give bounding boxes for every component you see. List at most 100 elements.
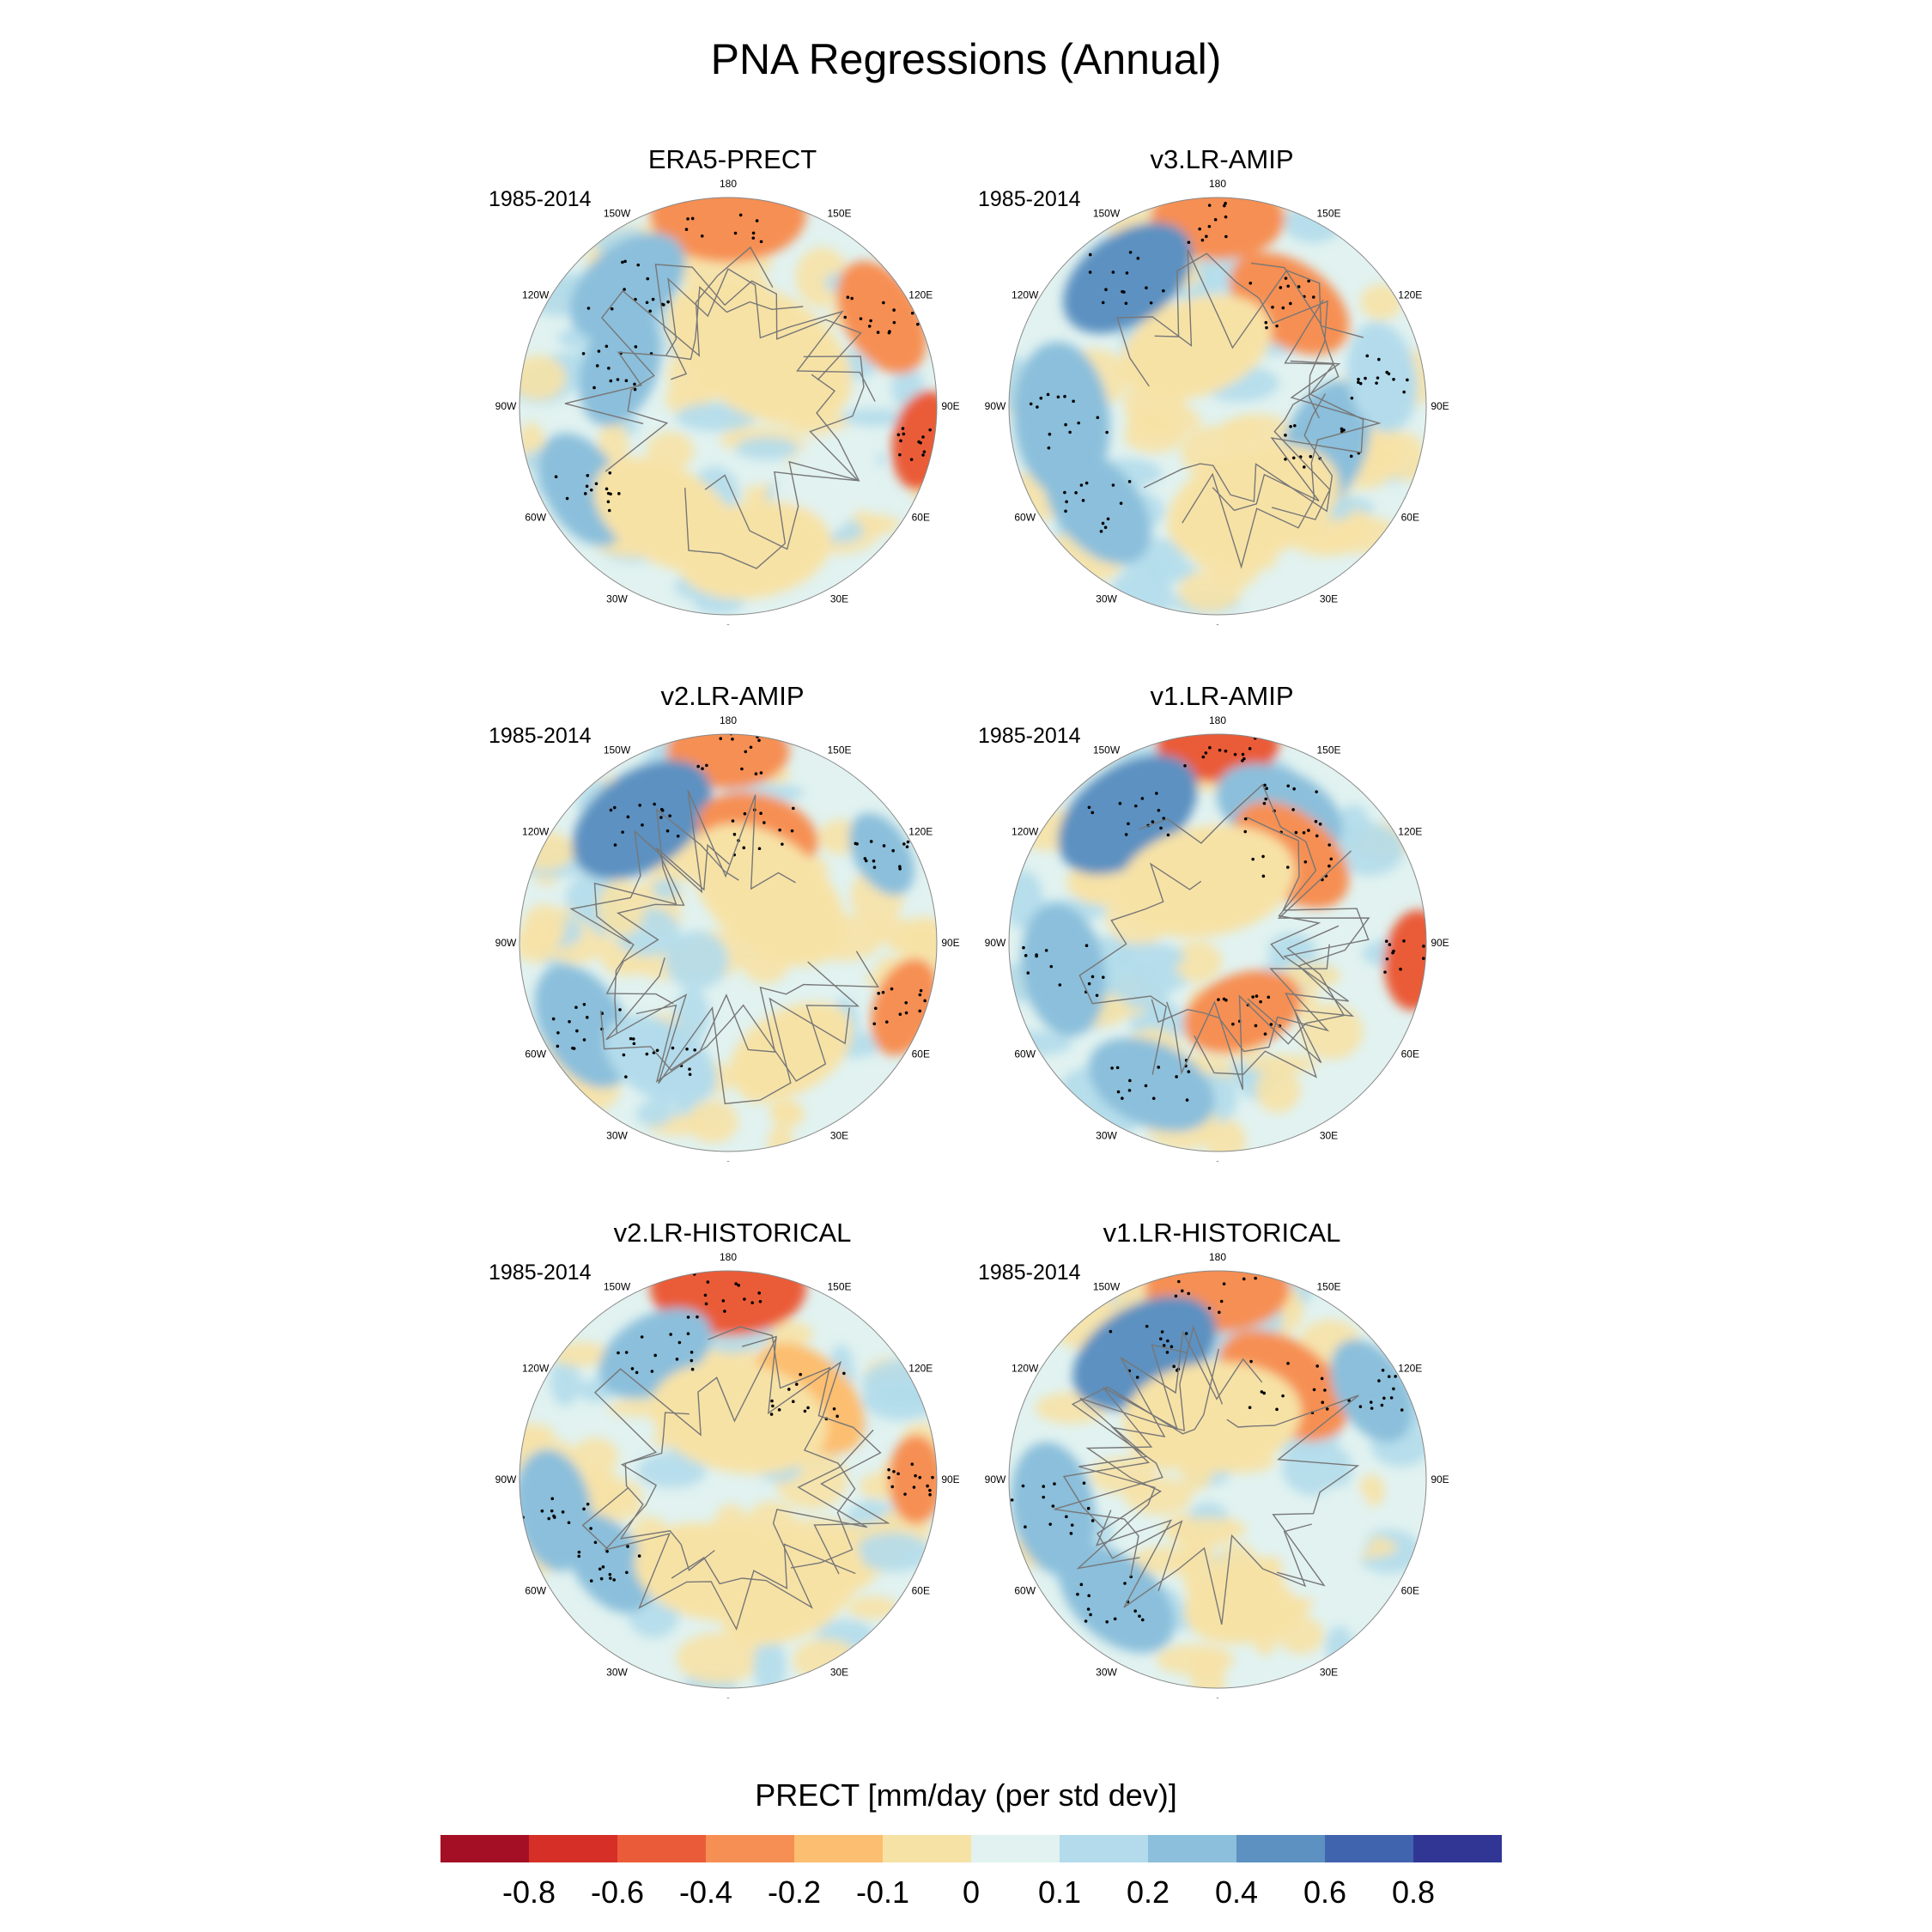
significance-dot — [1187, 1291, 1190, 1296]
significance-dot — [1140, 1618, 1145, 1622]
significance-dot — [722, 729, 726, 732]
significance-dot — [1383, 970, 1387, 974]
significance-dot — [1086, 1607, 1091, 1611]
coastline — [1226, 1394, 1360, 1587]
significance-dot — [1118, 801, 1122, 805]
significance-dot — [1162, 1344, 1166, 1347]
longitude-label: 60E — [912, 1585, 930, 1597]
anomaly-region — [676, 501, 831, 599]
longitude-label: 90E — [1431, 1473, 1449, 1485]
significance-dot — [1265, 787, 1268, 791]
anomaly-patch — [855, 1532, 931, 1572]
anomaly-region — [1346, 321, 1418, 433]
significance-dot — [556, 1030, 560, 1035]
significance-dot — [1315, 834, 1319, 838]
coastline — [1212, 300, 1364, 512]
significance-dot — [882, 844, 886, 848]
significance-dot — [577, 1550, 581, 1554]
map-panel-era5-prect: 180 150E 120E 90E 60E 30E 0 30W 60W 90W 120W 150W E… — [483, 144, 981, 625]
significance-dot — [1241, 759, 1244, 762]
significance-dot — [1262, 801, 1267, 805]
significance-dot — [918, 1009, 922, 1013]
significance-dot — [561, 1510, 565, 1514]
anomaly-patch — [687, 1100, 738, 1144]
longitude-label: 120E — [1398, 1363, 1422, 1375]
significance-dot — [1323, 1388, 1327, 1392]
significance-dot — [1251, 995, 1255, 999]
significance-dot — [1200, 734, 1204, 735]
significance-dot — [791, 1400, 795, 1404]
longitude-label: 60E — [912, 1048, 930, 1060]
coastline — [1246, 817, 1370, 1064]
significance-dot — [787, 1388, 791, 1391]
significance-dot — [1104, 288, 1108, 292]
significance-dot — [1105, 1619, 1109, 1624]
significance-dot — [630, 1367, 635, 1370]
panel-period: 1985-2014 — [489, 1261, 592, 1285]
significance-dot — [835, 1414, 839, 1419]
significance-dot — [1217, 998, 1220, 1001]
anomaly-region — [1183, 969, 1302, 1053]
significance-dot — [1402, 939, 1406, 943]
significance-dot — [693, 1048, 697, 1052]
significance-dot — [1136, 257, 1140, 260]
significance-dot — [737, 1284, 740, 1287]
significance-dot — [1254, 1276, 1257, 1280]
anomaly-region — [634, 1522, 790, 1622]
significance-dot — [675, 1358, 679, 1361]
anomaly-region — [891, 391, 937, 491]
significance-dot — [1329, 857, 1334, 861]
panel-title: v1.LR-AMIP — [1150, 681, 1294, 711]
significance-dot — [568, 1020, 571, 1024]
longitude-label: 120W — [1012, 289, 1039, 301]
significance-dot — [928, 428, 932, 432]
significance-dot — [704, 1302, 708, 1306]
significance-dot — [601, 1565, 605, 1569]
significance-dot — [1200, 238, 1205, 242]
significance-dot — [1327, 843, 1331, 847]
anomaly-patch — [1123, 417, 1185, 453]
significance-dot — [1088, 270, 1092, 274]
longitude-label: 60E — [1401, 512, 1419, 524]
significance-dot — [1051, 1504, 1055, 1508]
significance-dot — [1155, 792, 1158, 795]
significance-dot — [1307, 829, 1310, 832]
colorbar-tick-label: -0.2 — [767, 1874, 822, 1910]
significance-dot — [624, 379, 629, 383]
significance-dot — [1035, 954, 1038, 958]
significance-dot — [626, 815, 630, 819]
map-boundary — [519, 733, 938, 1152]
anomaly-patch — [767, 1125, 794, 1151]
significance-dot — [575, 1029, 579, 1033]
anomaly-region — [604, 1015, 717, 1106]
significance-dot — [881, 990, 885, 994]
significance-dot — [1180, 1289, 1184, 1293]
significance-dot — [919, 988, 923, 993]
anomaly-region — [569, 233, 686, 340]
significance-dot — [1149, 301, 1153, 305]
significance-dot — [1224, 202, 1227, 205]
anomaly-patch — [523, 918, 559, 952]
panel-period: 1985-2014 — [978, 187, 1081, 211]
significance-dot — [1063, 490, 1066, 495]
significance-dot — [1302, 465, 1306, 469]
significance-dot — [623, 259, 627, 264]
coastline — [1054, 1348, 1219, 1577]
significance-dot — [1086, 1506, 1091, 1510]
anomaly-patch — [675, 402, 756, 432]
anomaly-region — [1122, 1361, 1302, 1473]
longitude-label: 120W — [522, 1363, 550, 1375]
significance-dot — [1259, 999, 1262, 1004]
significance-dot — [1392, 378, 1395, 381]
significance-dot — [631, 1037, 635, 1041]
longitude-label: 90W — [985, 1473, 1006, 1485]
map-panel-v2-lr-historical: 180 150E 120E 90E 60E 30E 0 30W 60W 90W 120W 150W v… — [483, 1218, 981, 1698]
anomaly-region — [1059, 1546, 1176, 1653]
coastline — [1078, 862, 1202, 1075]
anomaly-patch — [637, 1452, 707, 1488]
polar-map: 180 150E 120E 90E 60E 30E 0 30W 60W 90W 120W 150W — [985, 1251, 1449, 1698]
anomaly-region — [888, 1435, 937, 1524]
significance-dot — [882, 301, 885, 305]
significance-dot — [1251, 857, 1255, 861]
significance-dot — [1076, 1592, 1079, 1596]
